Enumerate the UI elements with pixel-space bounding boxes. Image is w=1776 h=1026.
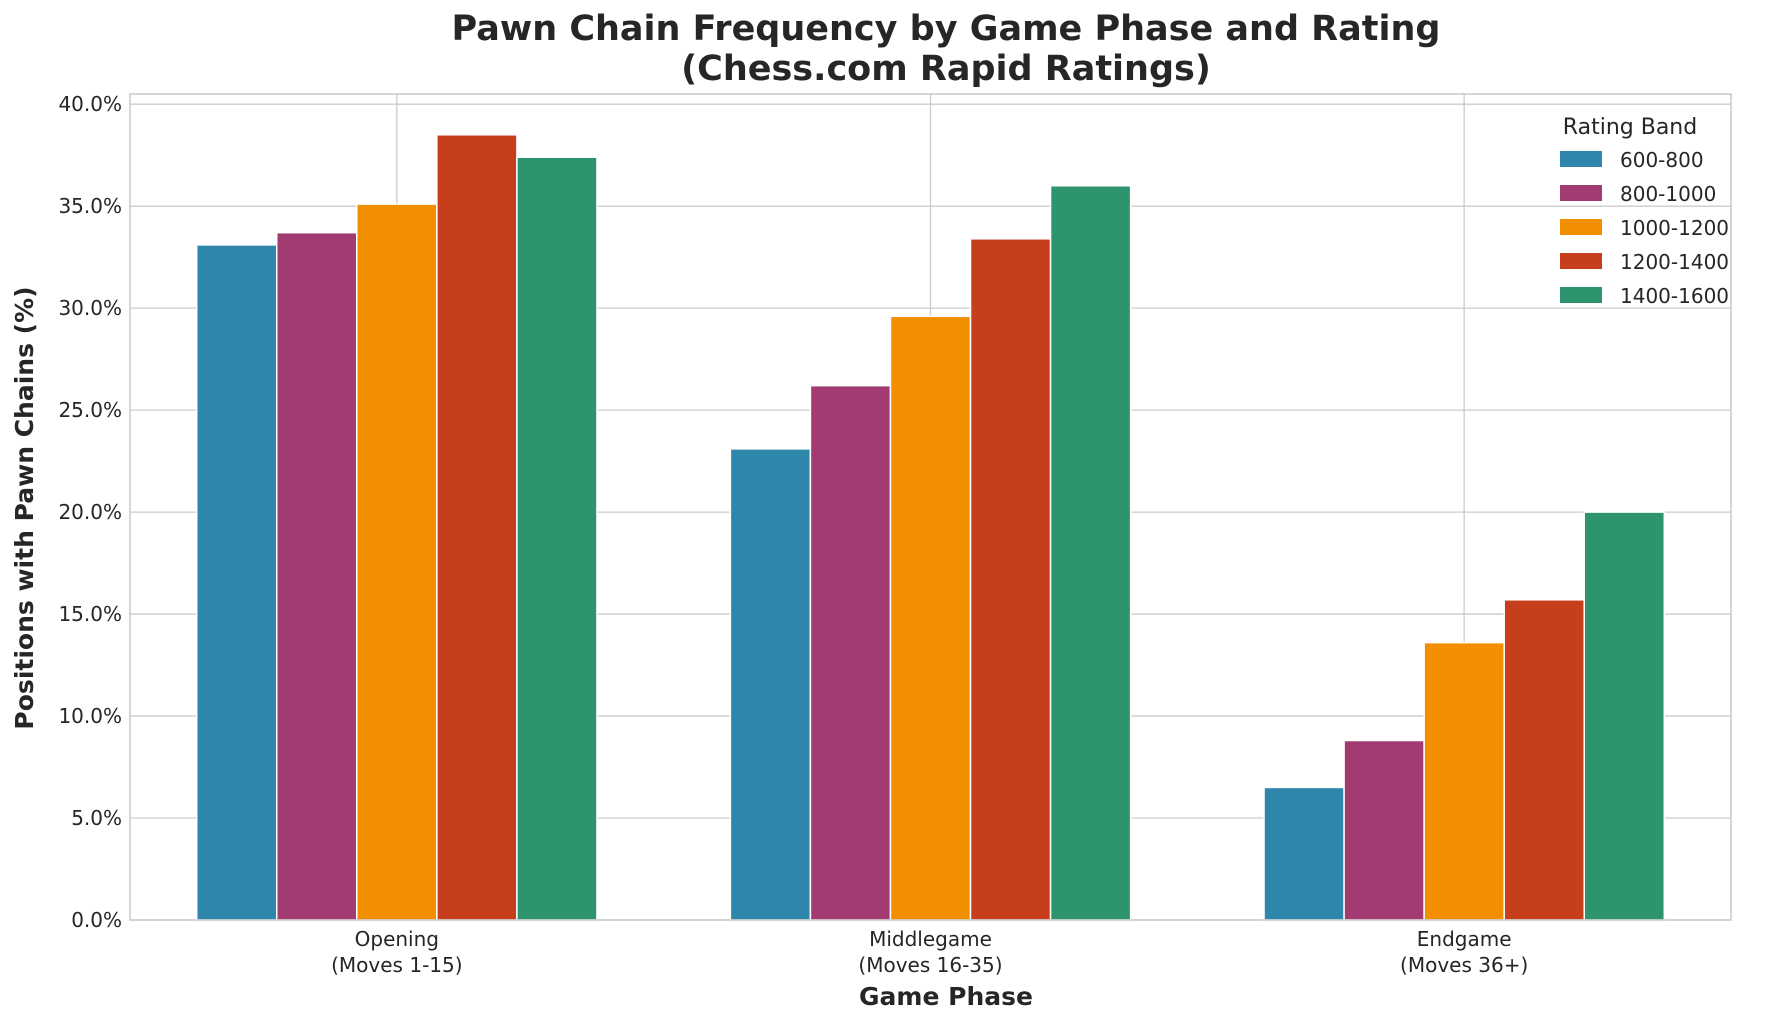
legend: Rating Band 600-800 800-1000 1000-1200 1200… (1560, 115, 1729, 308)
legend-entry: 1200-1400 (1620, 250, 1729, 274)
bar-600-800-opening (195, 244, 278, 921)
legend-entry: 1400-1600 (1620, 284, 1729, 308)
legend-entry: 1000-1200 (1620, 216, 1729, 240)
legend-swatch (1560, 151, 1602, 167)
x-tick-sublabel: (Moves 1-15) (331, 953, 462, 977)
chart-title-line1: Pawn Chain Frequency by Game Phase and R… (452, 9, 1441, 49)
bar-800-1000-middlegame (809, 384, 892, 921)
bar-1400-1600-endgame (1583, 511, 1666, 921)
legend-swatch (1560, 287, 1602, 303)
x-tick-sublabel: (Moves 36+) (1400, 953, 1528, 977)
bar-1000-1200-middlegame (889, 315, 972, 921)
bar-1400-1600-opening (516, 156, 598, 921)
y-axis-label: Positions with Pawn Chains (%) (10, 286, 39, 729)
y-tick-label: 30.0% (58, 296, 122, 320)
legend-entry: 600-800 (1620, 148, 1704, 172)
y-tick-labels: 0.0% 5.0% 10.0% 15.0% 20.0% 25.0% 30.0% 35.0% 40… (58, 92, 122, 932)
y-tick-label: 25.0% (58, 398, 122, 422)
y-tick-label: 0.0% (71, 908, 122, 932)
legend-swatch (1560, 219, 1602, 235)
chart-title-line2: (Chess.com Rapid Ratings) (681, 49, 1211, 89)
bar-600-800-endgame (1263, 786, 1345, 921)
x-tick-labels: Opening(Moves 1-15) Middlegame(Moves 16-3… (331, 927, 1528, 977)
bar-1000-1200-endgame (1423, 641, 1505, 921)
bars (195, 134, 1666, 921)
y-tick-label: 5.0% (71, 806, 122, 830)
bar-800-1000-endgame (1343, 739, 1425, 921)
x-axis-label: Game Phase (859, 982, 1033, 1011)
y-tick-label: 20.0% (58, 500, 122, 524)
x-tick-label: Opening (355, 927, 439, 951)
bar-600-800-middlegame (729, 448, 812, 921)
bar-1200-1400-opening (436, 134, 518, 921)
y-tick-label: 35.0% (58, 194, 122, 218)
legend-swatch (1560, 253, 1602, 269)
bar-1200-1400-middlegame (969, 238, 1052, 921)
bar-1400-1600-middlegame (1049, 185, 1132, 921)
x-tick-label: Endgame (1417, 927, 1512, 951)
legend-entry: 800-1000 (1620, 182, 1716, 206)
legend-swatch (1560, 185, 1602, 201)
y-tick-label: 15.0% (58, 602, 122, 626)
x-tick-sublabel: (Moves 16-35) (858, 953, 1002, 977)
bar-1000-1200-opening (356, 203, 438, 921)
bar-800-1000-opening (276, 231, 358, 921)
bar-1200-1400-endgame (1503, 599, 1585, 921)
legend-title: Rating Band (1563, 115, 1697, 140)
plot-frame (129, 93, 1732, 921)
x-tick-label: Middlegame (869, 927, 992, 951)
y-tick-label: 10.0% (58, 704, 122, 728)
y-tick-label: 40.0% (58, 92, 122, 116)
